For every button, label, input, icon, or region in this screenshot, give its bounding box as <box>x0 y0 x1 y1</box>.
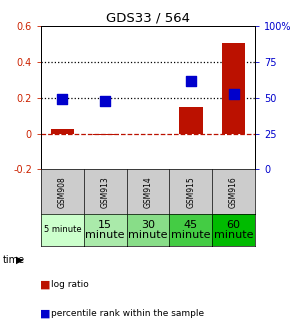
Text: GSM916: GSM916 <box>229 176 238 208</box>
Text: GSM908: GSM908 <box>58 176 67 208</box>
Bar <box>51 129 74 134</box>
Bar <box>93 134 117 135</box>
Point <box>103 99 108 104</box>
Text: ▶: ▶ <box>16 255 24 265</box>
Title: GDS33 / 564: GDS33 / 564 <box>106 12 190 25</box>
Text: percentile rank within the sample: percentile rank within the sample <box>51 309 205 318</box>
Text: ■: ■ <box>40 309 50 319</box>
Point <box>231 92 236 97</box>
Text: 5 minute: 5 minute <box>44 225 81 234</box>
Text: time: time <box>3 255 25 265</box>
Point <box>188 78 193 83</box>
Text: 30
minute: 30 minute <box>128 219 168 240</box>
Text: log ratio: log ratio <box>51 280 89 289</box>
Text: 60
minute: 60 minute <box>214 219 253 240</box>
Text: 15
minute: 15 minute <box>86 219 125 240</box>
Text: GSM914: GSM914 <box>144 176 152 208</box>
Text: GSM915: GSM915 <box>186 176 195 208</box>
Bar <box>179 107 202 134</box>
Point <box>60 96 65 101</box>
Text: 45
minute: 45 minute <box>171 219 210 240</box>
Text: GSM913: GSM913 <box>101 176 110 208</box>
Bar <box>222 43 245 134</box>
Text: ■: ■ <box>40 280 50 289</box>
